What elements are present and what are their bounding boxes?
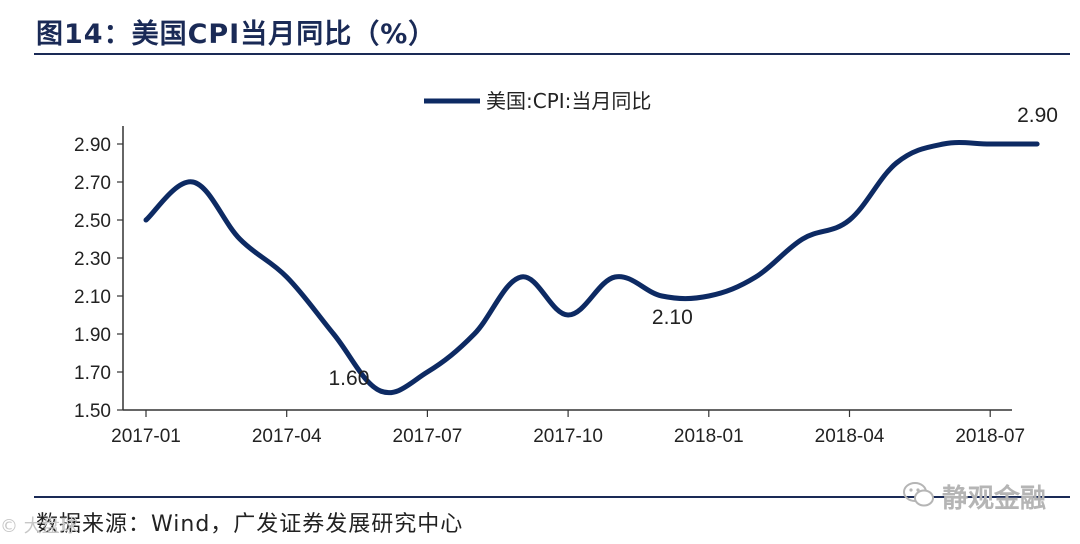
title-divider [34, 53, 1070, 55]
y-tick-label: 1.70 [74, 363, 111, 384]
series-layer [143, 139, 1040, 396]
y-ticks: 1.50 1.70 1.90 2.10 2.30 2.50 2.70 2.90 [74, 135, 123, 422]
data-label: 2.90 [1017, 104, 1058, 127]
series-line [143, 139, 1040, 396]
legend-label: 美国:CPI:当月同比 [486, 89, 651, 113]
y-tick-label: 2.10 [74, 287, 111, 308]
y-tick-label: 2.90 [74, 135, 111, 156]
wechat-icon [903, 482, 934, 507]
data-label: 2.10 [652, 306, 693, 329]
legend: 美国:CPI:当月同比 [424, 89, 651, 113]
x-tick-label: 2018-07 [955, 426, 1025, 447]
x-ticks: 2017-01 2017-04 2017-07 2017-10 2018-01 2018-… [111, 410, 1025, 447]
y-tick-label: 2.70 [74, 173, 111, 194]
x-tick-label: 2017-07 [393, 426, 463, 447]
page-title: 图14：美国CPI当月同比（%） [36, 19, 437, 50]
annotation-layer: 1.60 2.10 2.90 [329, 104, 1058, 390]
y-tick-label: 2.50 [74, 211, 111, 232]
y-tick-label: 2.30 [74, 249, 111, 270]
y-tick-label: 1.50 [74, 401, 111, 422]
cpi-line-chart: 1.50 1.70 1.90 2.10 2.30 2.50 2.70 2.90 2017-01… [74, 89, 1058, 447]
watermark-left: © 大盘球 [0, 516, 78, 537]
x-tick-label: 2017-10 [533, 426, 603, 447]
watermark-text: 静观金融 [941, 484, 1046, 514]
x-tick-label: 2018-04 [815, 426, 885, 447]
x-tick-label: 2017-01 [111, 426, 181, 447]
source-note: 数据来源：Wind，广发证券发展研究中心 [36, 512, 464, 537]
x-tick-label: 2017-04 [252, 426, 322, 447]
axes [122, 126, 1012, 411]
footer-divider [34, 496, 1070, 498]
y-tick-label: 1.90 [74, 325, 111, 346]
x-tick-label: 2018-01 [674, 426, 744, 447]
data-label: 1.60 [329, 367, 370, 390]
